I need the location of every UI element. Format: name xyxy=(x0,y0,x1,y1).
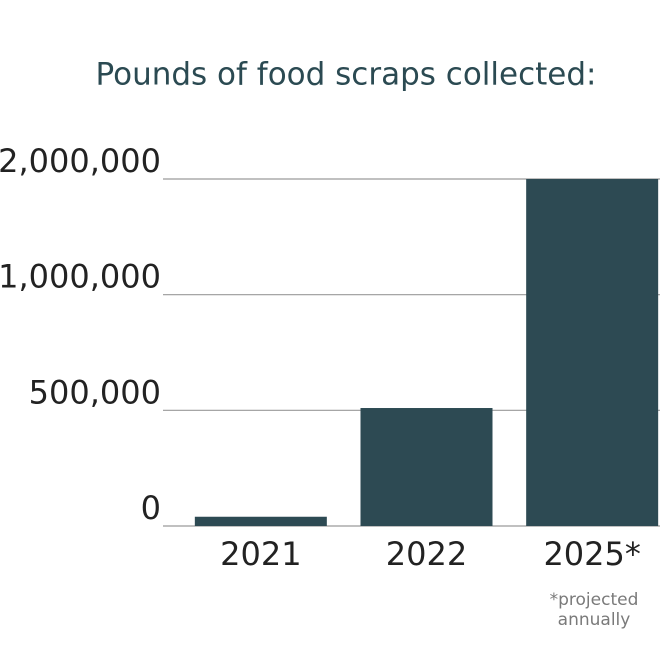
bar xyxy=(360,408,493,526)
y-tick-label: 500,000 xyxy=(29,373,161,411)
x-tick-label: 2022 xyxy=(386,535,467,573)
bar xyxy=(526,179,659,526)
footnote: *projected annually xyxy=(549,590,639,630)
bar xyxy=(194,516,327,526)
y-tick-label: 2,000,000 xyxy=(0,142,161,180)
y-tick-label: 0 xyxy=(141,489,161,527)
y-tick-label: 1,000,000 xyxy=(0,258,161,296)
chart-title: Pounds of food scraps collected: xyxy=(96,57,597,93)
x-tick-label: 2021 xyxy=(220,535,301,573)
x-tick-label: 2025* xyxy=(543,535,640,573)
